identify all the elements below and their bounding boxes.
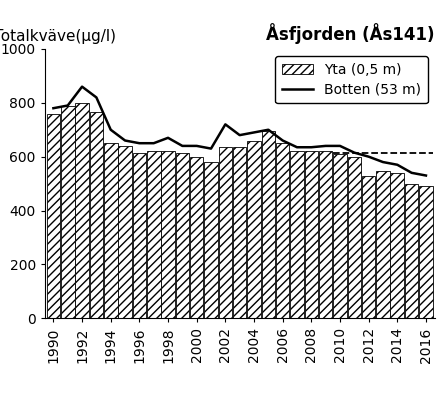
Bar	[362, 175, 375, 318]
Bar	[190, 157, 203, 318]
Bar	[61, 106, 74, 318]
Bar	[104, 143, 117, 318]
Bar	[262, 131, 275, 318]
Bar	[305, 151, 318, 318]
Bar	[290, 151, 304, 318]
Bar	[376, 171, 390, 318]
Bar	[391, 173, 404, 318]
Bar	[333, 154, 347, 318]
Bar	[276, 143, 289, 318]
Bar	[176, 153, 189, 318]
Bar	[90, 112, 103, 318]
Bar	[118, 146, 132, 318]
Bar	[319, 151, 332, 318]
Bar	[419, 186, 433, 318]
Bar	[233, 147, 246, 318]
Bar	[75, 103, 89, 318]
Text: Åsfjorden (Ås141): Åsfjorden (Ås141)	[266, 22, 435, 44]
Bar	[204, 162, 218, 318]
Bar	[219, 147, 232, 318]
Bar	[161, 151, 175, 318]
Bar	[247, 140, 261, 318]
Bar	[348, 157, 361, 318]
Bar	[133, 153, 146, 318]
Bar	[405, 184, 418, 318]
Legend: Yta (0,5 m), Botten (53 m): Yta (0,5 m), Botten (53 m)	[275, 56, 427, 103]
Bar	[147, 151, 160, 318]
Bar	[47, 113, 60, 318]
Text: Totalkväve(µg/l): Totalkväve(µg/l)	[0, 29, 116, 44]
